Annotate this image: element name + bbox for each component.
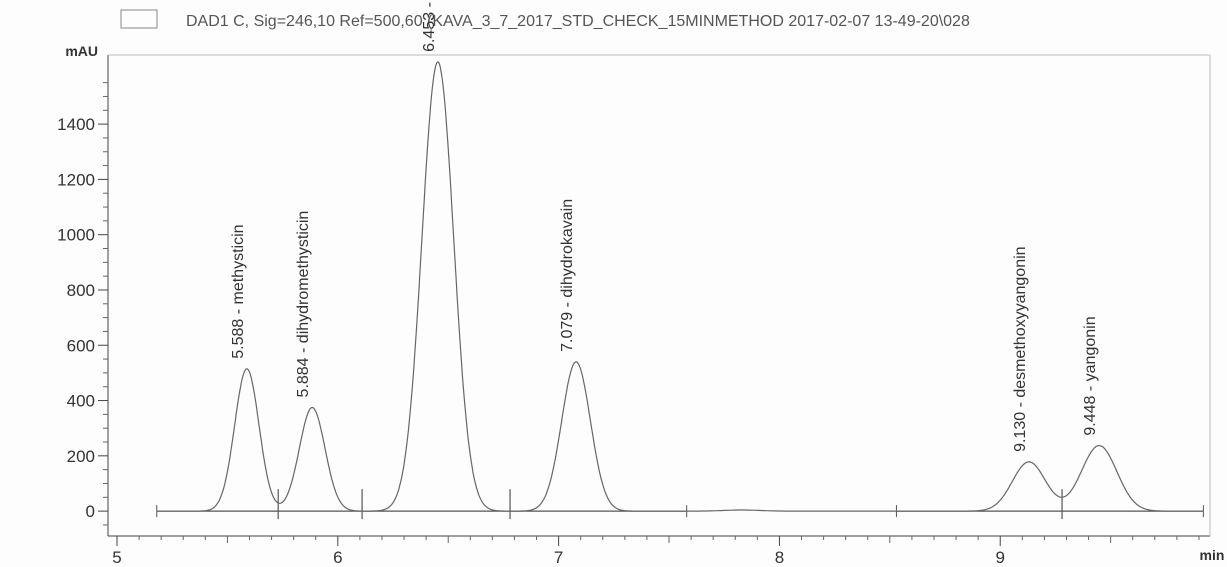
x-tick-label: 7: [554, 548, 563, 567]
y-tick-label: 200: [67, 447, 95, 466]
chromatogram-trace: [156, 61, 1204, 512]
peak-label: 9.448 - yangonin: [1082, 316, 1099, 435]
y-tick-label: 600: [67, 336, 95, 355]
y-tick-label: 400: [67, 392, 95, 411]
legend-label: DAD1 C, Sig=246,10 Ref=500,60 (KAVA_3_7_…: [186, 13, 970, 30]
peak-label: 9.130 - desmethoxyyangonin: [1012, 246, 1029, 451]
x-tick-label: 9: [995, 548, 1004, 567]
y-tick-label: 800: [67, 281, 95, 300]
y-tick-label: 1200: [57, 170, 95, 189]
x-tick-label: 6: [333, 548, 342, 567]
y-axis-unit: mAU: [65, 43, 98, 59]
peak-label: 5.588 - methysticin: [230, 224, 247, 358]
y-tick-label: 1000: [57, 226, 95, 245]
y-tick-label: 0: [86, 502, 95, 521]
x-axis-unit: min: [1200, 547, 1225, 563]
x-tick-label: 8: [775, 548, 784, 567]
peak-label: 5.884 - dihydromethysticin: [295, 211, 312, 398]
peak-label: 6.453 - kavain: [421, 0, 438, 52]
peak-label: 7.079 - dihydrokavain: [559, 199, 576, 352]
x-tick-label: 5: [112, 548, 121, 567]
legend-swatch: [120, 9, 158, 29]
y-tick-label: 1400: [57, 115, 95, 134]
